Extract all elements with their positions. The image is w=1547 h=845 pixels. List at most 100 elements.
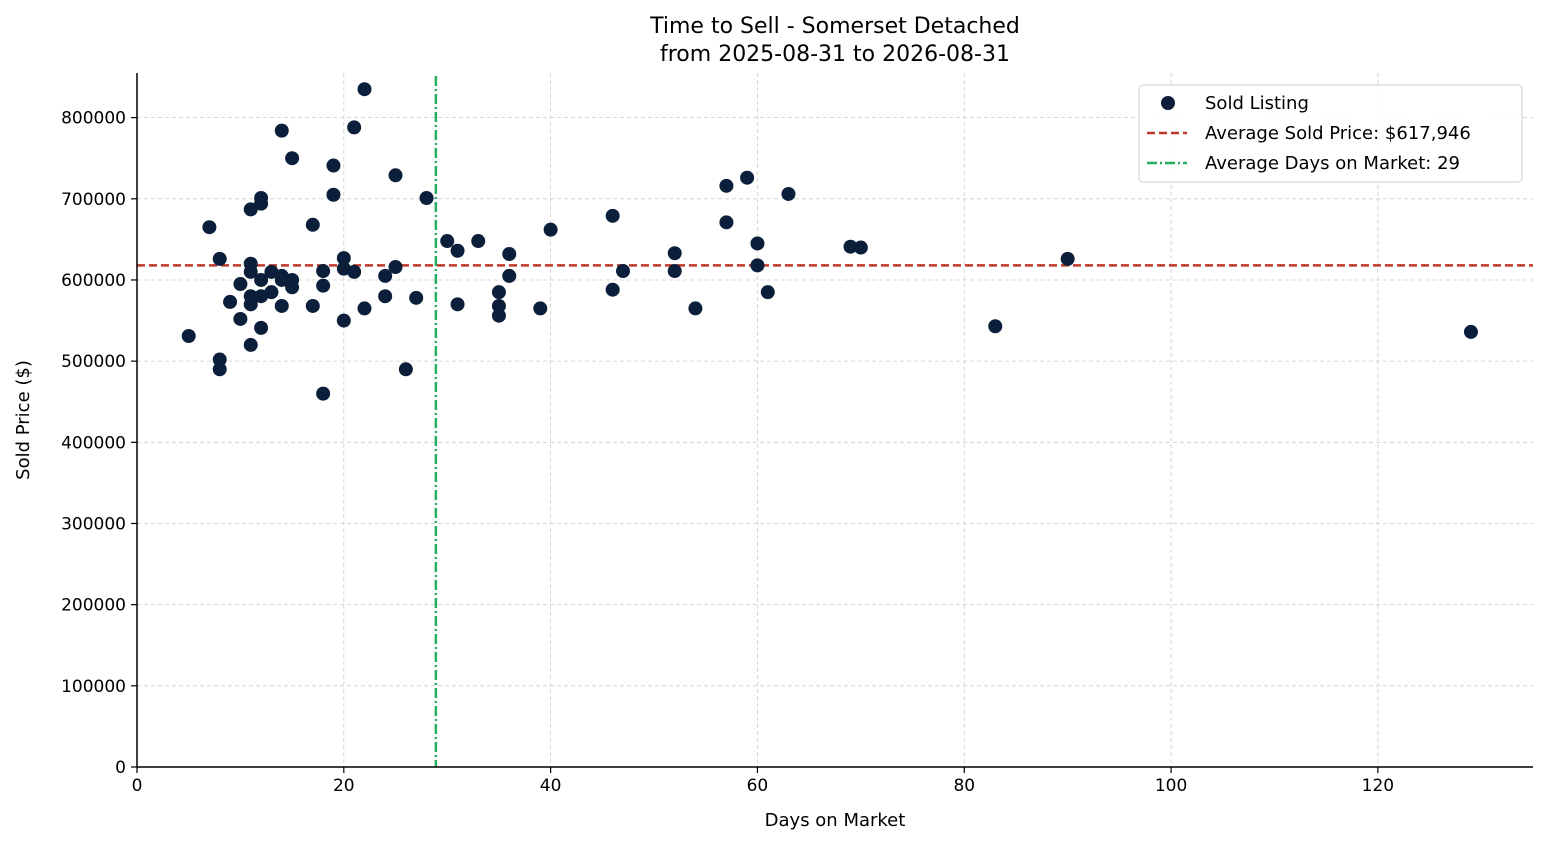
scatter-point <box>988 319 1003 334</box>
scatter-point <box>378 268 393 283</box>
scatter-point <box>667 246 682 261</box>
y-tick-label: 100000 <box>61 677 126 697</box>
scatter-point <box>605 282 620 297</box>
x-axis-label: Days on Market <box>765 810 906 831</box>
scatter-point <box>450 243 465 258</box>
scatter-point <box>243 297 258 312</box>
scatter-point <box>1060 251 1075 266</box>
scatter-point <box>388 168 403 183</box>
scatter-point <box>357 301 372 316</box>
scatter-point <box>316 264 331 279</box>
x-axis-ticks: 0 20 40 60 80 100 120 <box>132 767 1394 796</box>
scatter-point <box>781 186 796 201</box>
scatter-point <box>316 278 331 293</box>
scatter-point <box>843 239 858 254</box>
reference-lines <box>137 76 1533 767</box>
x-tick-label: 20 <box>333 776 355 796</box>
scatter-point <box>760 285 775 300</box>
scatter-point <box>233 311 248 326</box>
scatter-point <box>347 264 362 279</box>
x-tick-label: 100 <box>1155 776 1187 796</box>
y-tick-label: 0 <box>115 758 126 778</box>
scatter-point <box>274 272 289 287</box>
scatter-point <box>274 123 289 138</box>
grid <box>137 73 1533 767</box>
scatter-point <box>212 251 227 266</box>
scatter-point <box>543 222 558 237</box>
y-tick-label: 500000 <box>61 352 126 372</box>
legend: Sold Listing Average Sold Price: $617,94… <box>1138 84 1523 183</box>
scatter-point <box>326 187 341 202</box>
scatter-point <box>450 297 465 312</box>
x-tick-label: 80 <box>953 776 975 796</box>
scatter-point <box>243 202 258 217</box>
legend-label-average-price: Average Sold Price: $617,946 <box>1205 123 1471 144</box>
legend-label-average-days: Average Days on Market: 29 <box>1205 153 1460 174</box>
x-tick-label: 60 <box>747 776 769 796</box>
x-tick-label: 120 <box>1362 776 1394 796</box>
scatter-point <box>667 264 682 279</box>
scatter-point <box>750 236 765 251</box>
y-tick-label: 800000 <box>61 109 126 129</box>
y-tick-label: 300000 <box>61 514 126 534</box>
scatter-point <box>243 264 258 279</box>
scatter-point <box>1463 324 1478 339</box>
scatter-point <box>336 313 351 328</box>
scatter-point <box>336 251 351 266</box>
scatter-point <box>616 264 631 279</box>
scatter-point <box>326 158 341 173</box>
y-axis-ticks: 0 100000 200000 300000 400000 500000 600000 700… <box>61 109 137 778</box>
x-tick-label: 0 <box>132 776 143 796</box>
scatter-point <box>285 151 300 166</box>
y-tick-label: 200000 <box>61 596 126 616</box>
scatter-point <box>502 268 517 283</box>
scatter-point <box>419 191 434 206</box>
chart-title: Time to Sell - Somerset Detached <box>649 14 1020 39</box>
scatter-point <box>388 259 403 274</box>
scatter-point <box>316 386 331 401</box>
y-tick-label: 700000 <box>61 190 126 210</box>
scatter-point <box>264 285 279 300</box>
chart-subtitle: from 2025-08-31 to 2026-08-31 <box>660 42 1010 67</box>
scatter-point <box>202 220 217 235</box>
scatter-point <box>223 294 238 309</box>
scatter-point <box>212 362 227 377</box>
data-points <box>181 82 1478 401</box>
x-tick-label: 40 <box>540 776 562 796</box>
legend-box <box>1138 84 1523 183</box>
scatter-point <box>378 289 393 304</box>
scatter-point <box>440 234 455 249</box>
scatter-point <box>502 247 517 262</box>
scatter-point <box>491 285 506 300</box>
scatter-point <box>409 290 424 305</box>
scatter-point <box>347 120 362 135</box>
scatter-point <box>605 208 620 223</box>
legend-marker-sold-listing <box>1161 96 1175 110</box>
scatter-point <box>740 170 755 185</box>
scatter-point <box>491 308 506 323</box>
scatter-point <box>274 298 289 313</box>
y-tick-label: 400000 <box>61 433 126 453</box>
scatter-point <box>750 258 765 273</box>
scatter-point <box>254 272 269 287</box>
scatter-point <box>719 178 734 193</box>
scatter-point <box>243 337 258 352</box>
scatter-point <box>305 217 320 232</box>
scatter-point <box>285 280 300 295</box>
scatter-point <box>398 362 413 377</box>
y-axis-label: Sold Price ($) <box>13 360 34 480</box>
scatter-point <box>688 301 703 316</box>
scatter-point <box>181 328 196 343</box>
scatter-point <box>533 301 548 316</box>
scatter-point <box>357 82 372 97</box>
y-tick-label: 600000 <box>61 271 126 291</box>
scatter-point <box>853 240 868 255</box>
scatter-point <box>254 320 269 335</box>
scatter-point <box>471 234 486 249</box>
scatter-point <box>491 298 506 313</box>
legend-label-sold-listing: Sold Listing <box>1205 93 1309 114</box>
scatter-point <box>233 277 248 292</box>
scatter-point <box>254 196 269 211</box>
scatter-point <box>212 352 227 367</box>
